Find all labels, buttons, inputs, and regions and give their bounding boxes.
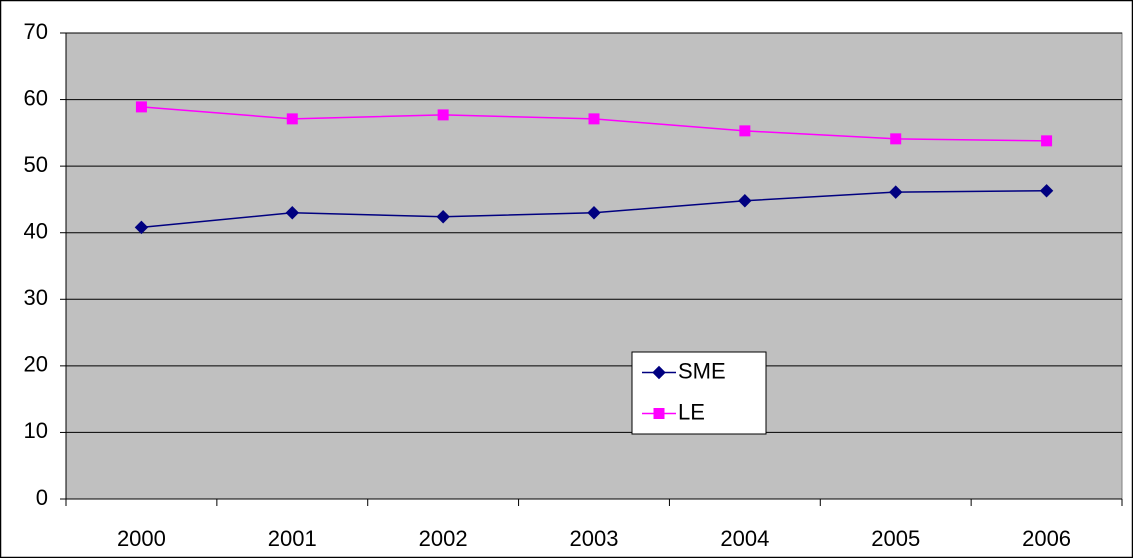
marker	[738, 194, 752, 208]
marker	[134, 220, 149, 235]
y-tick-label: 40	[24, 219, 48, 244]
legend-box	[631, 351, 767, 435]
marker	[587, 206, 601, 220]
plot-area	[65, 32, 1123, 500]
y-tick-label: 50	[24, 152, 48, 177]
marker	[1041, 135, 1053, 147]
y-tick-label: 10	[24, 418, 48, 443]
x-tick-label: 2004	[720, 526, 769, 551]
marker	[1039, 184, 1054, 198]
y-tick-label: 70	[24, 19, 48, 44]
y-tick-label: 20	[24, 352, 48, 377]
marker	[889, 185, 903, 199]
marker	[890, 133, 902, 145]
marker	[135, 101, 147, 113]
x-tick-label: 2001	[268, 526, 317, 551]
legend-label: LE	[678, 399, 705, 424]
marker	[286, 113, 298, 125]
marker	[739, 125, 751, 137]
marker	[285, 206, 299, 220]
x-tick-label: 2003	[570, 526, 619, 551]
y-tick-label: 60	[24, 85, 48, 110]
x-tick-label: 2002	[419, 526, 468, 551]
marker	[588, 113, 600, 125]
x-tick-label: 2000	[117, 526, 166, 551]
marker	[653, 408, 665, 419]
x-tick-label: 2005	[871, 526, 920, 551]
legend-label: SME	[678, 358, 726, 383]
marker	[437, 109, 449, 121]
x-tick-label: 2006	[1022, 526, 1071, 551]
marker	[652, 365, 666, 380]
y-tick-label: 30	[24, 285, 48, 310]
marker	[436, 210, 450, 224]
y-tick-label: 0	[36, 485, 48, 510]
